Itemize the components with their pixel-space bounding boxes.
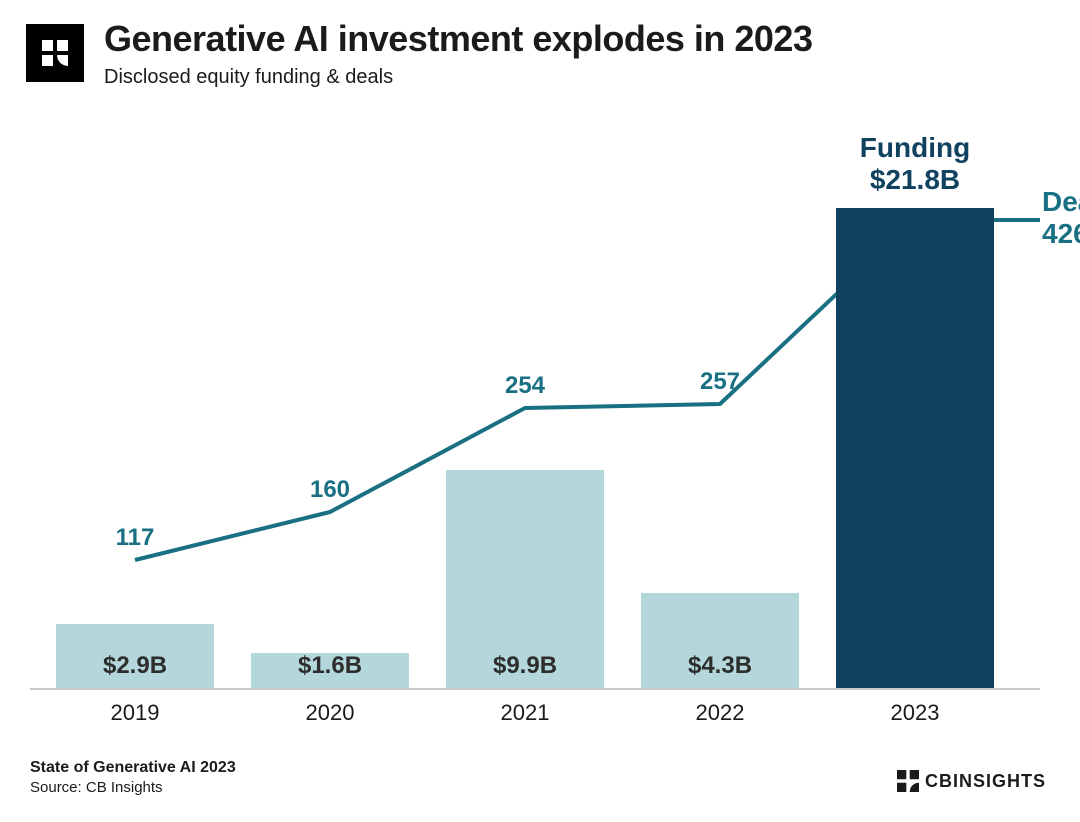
bar-label-2019: $2.9B	[103, 652, 167, 680]
bar-2020: $1.6B	[251, 653, 409, 688]
deals-label-2022: 257	[700, 368, 740, 396]
footer-source: Source: CB Insights	[30, 779, 236, 796]
bar-label-2021: $9.9B	[493, 652, 557, 680]
footer-brand: CBINSIGHTS	[897, 770, 1046, 792]
xaxis-label-2022: 2022	[696, 700, 745, 726]
deals-callout: Deals426	[1042, 186, 1080, 250]
xaxis-label-2023: 2023	[891, 700, 940, 726]
chart-title: Generative AI investment explodes in 202…	[104, 18, 812, 60]
footer: State of Generative AI 2023 Source: CB I…	[30, 759, 236, 796]
bar-2023	[836, 208, 994, 688]
bar-2019: $2.9B	[56, 624, 214, 688]
deals-label-2019: 117	[116, 524, 155, 552]
xaxis-label-2019: 2019	[111, 700, 160, 726]
xaxis-label-2021: 2021	[501, 700, 550, 726]
bar-label-2020: $1.6B	[298, 652, 362, 680]
deals-label-2021: 254	[505, 372, 545, 400]
chart-subtitle: Disclosed equity funding & deals	[104, 66, 812, 89]
bar-label-2022: $4.3B	[688, 652, 752, 680]
header: Generative AI investment explodes in 202…	[26, 18, 812, 89]
funding-callout-value: $21.8B	[835, 164, 995, 196]
brand-text: CBINSIGHTS	[925, 771, 1046, 792]
bar-2021: $9.9B	[446, 470, 604, 688]
logo-icon	[26, 24, 84, 82]
deals-callout-label: Deals	[1042, 186, 1080, 218]
x-axis-baseline	[30, 688, 1040, 690]
footer-report-name: State of Generative AI 2023	[30, 759, 236, 777]
deals-callout-value: 426	[1042, 218, 1080, 250]
chart-container: Generative AI investment explodes in 202…	[0, 0, 1080, 822]
brand-icon	[897, 770, 919, 792]
xaxis-label-2020: 2020	[306, 700, 355, 726]
deals-label-2020: 160	[310, 476, 350, 504]
bar-2022: $4.3B	[641, 593, 799, 688]
funding-callout: Funding$21.8B	[835, 132, 995, 196]
chart-area: $2.9B2019$1.6B2020$9.9B2021$4.3B20222023…	[30, 120, 1040, 690]
funding-callout-label: Funding	[835, 132, 995, 164]
